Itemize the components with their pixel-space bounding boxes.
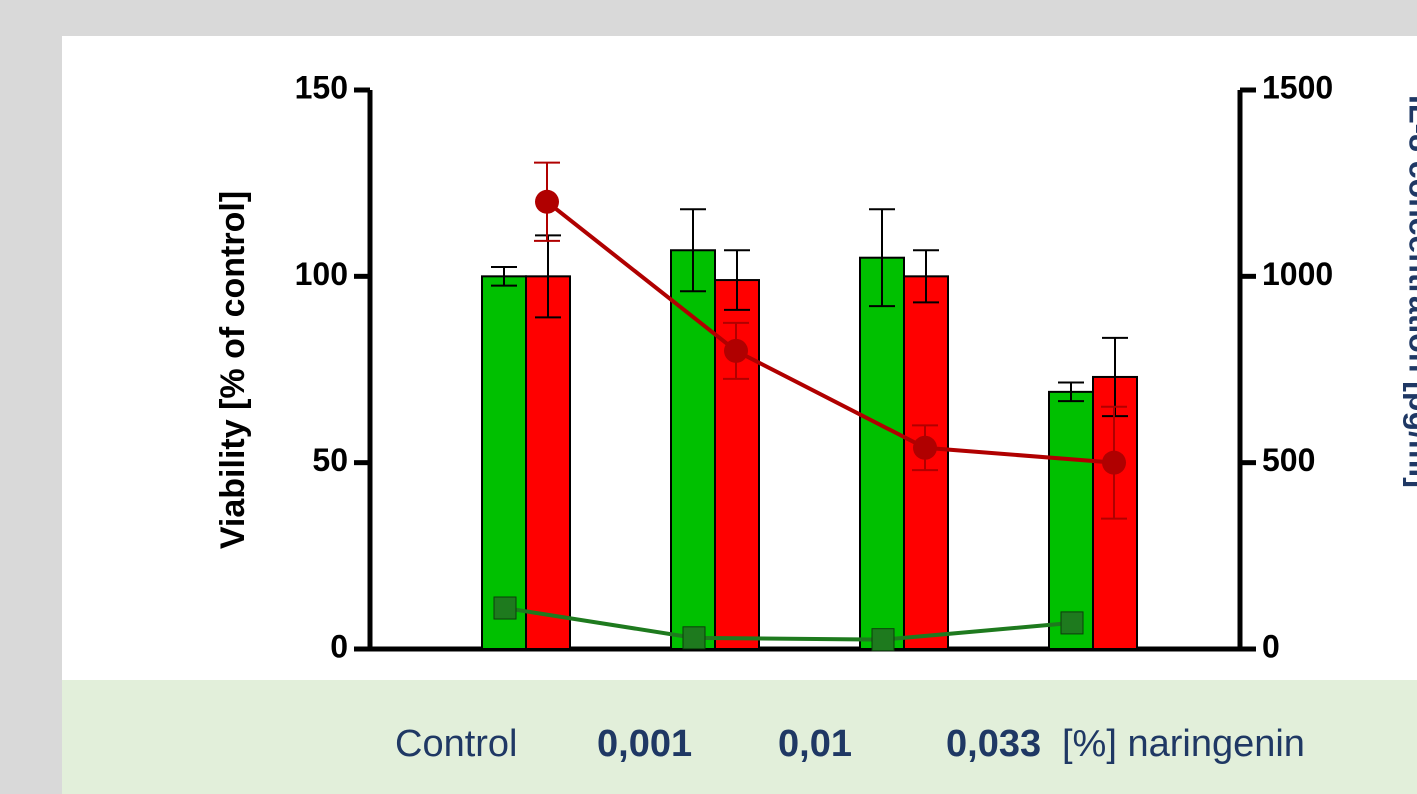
y-tick-label: 50 [312, 442, 348, 478]
x-tick-label: 0,01 [778, 723, 852, 765]
marker [493, 596, 517, 620]
line [504, 606, 1073, 642]
marker [1102, 450, 1126, 475]
x-tick-label: Control [395, 723, 518, 765]
x-tick-label: 0,033 [946, 723, 1041, 765]
marker [724, 338, 748, 363]
marker [913, 435, 937, 460]
marker [535, 189, 559, 214]
marker [682, 626, 706, 650]
bar [481, 275, 527, 650]
y2-tick-label: 1000 [1262, 256, 1333, 292]
y2-tick-label: 1500 [1262, 69, 1333, 105]
x-tick-label: 0,001 [597, 723, 692, 765]
marker [1060, 611, 1084, 635]
marker [871, 628, 895, 652]
bar [859, 256, 905, 650]
y2-tick-label: 0 [1262, 628, 1280, 664]
bar [1048, 390, 1094, 650]
y-axis-title: Viability [% of control] [214, 191, 252, 549]
error-bar [1058, 381, 1084, 403]
y2-tick-label: 500 [1262, 442, 1315, 478]
bar [525, 275, 571, 650]
y-tick-label: 0 [330, 628, 348, 664]
x-axis-title: [%] naringenin [1062, 723, 1305, 765]
error-bar [913, 249, 939, 304]
label-band [62, 680, 1417, 794]
y-tick-label: 150 [295, 69, 348, 105]
error-bar [680, 208, 706, 293]
y-tick-label: 100 [295, 256, 348, 292]
error-bar [491, 266, 517, 287]
error-bar [869, 208, 895, 308]
line [545, 200, 1115, 465]
y2-axis-title: IL-8 concentration [pg/ml] [1403, 95, 1417, 488]
error-bar [724, 249, 750, 311]
bar [670, 249, 716, 650]
